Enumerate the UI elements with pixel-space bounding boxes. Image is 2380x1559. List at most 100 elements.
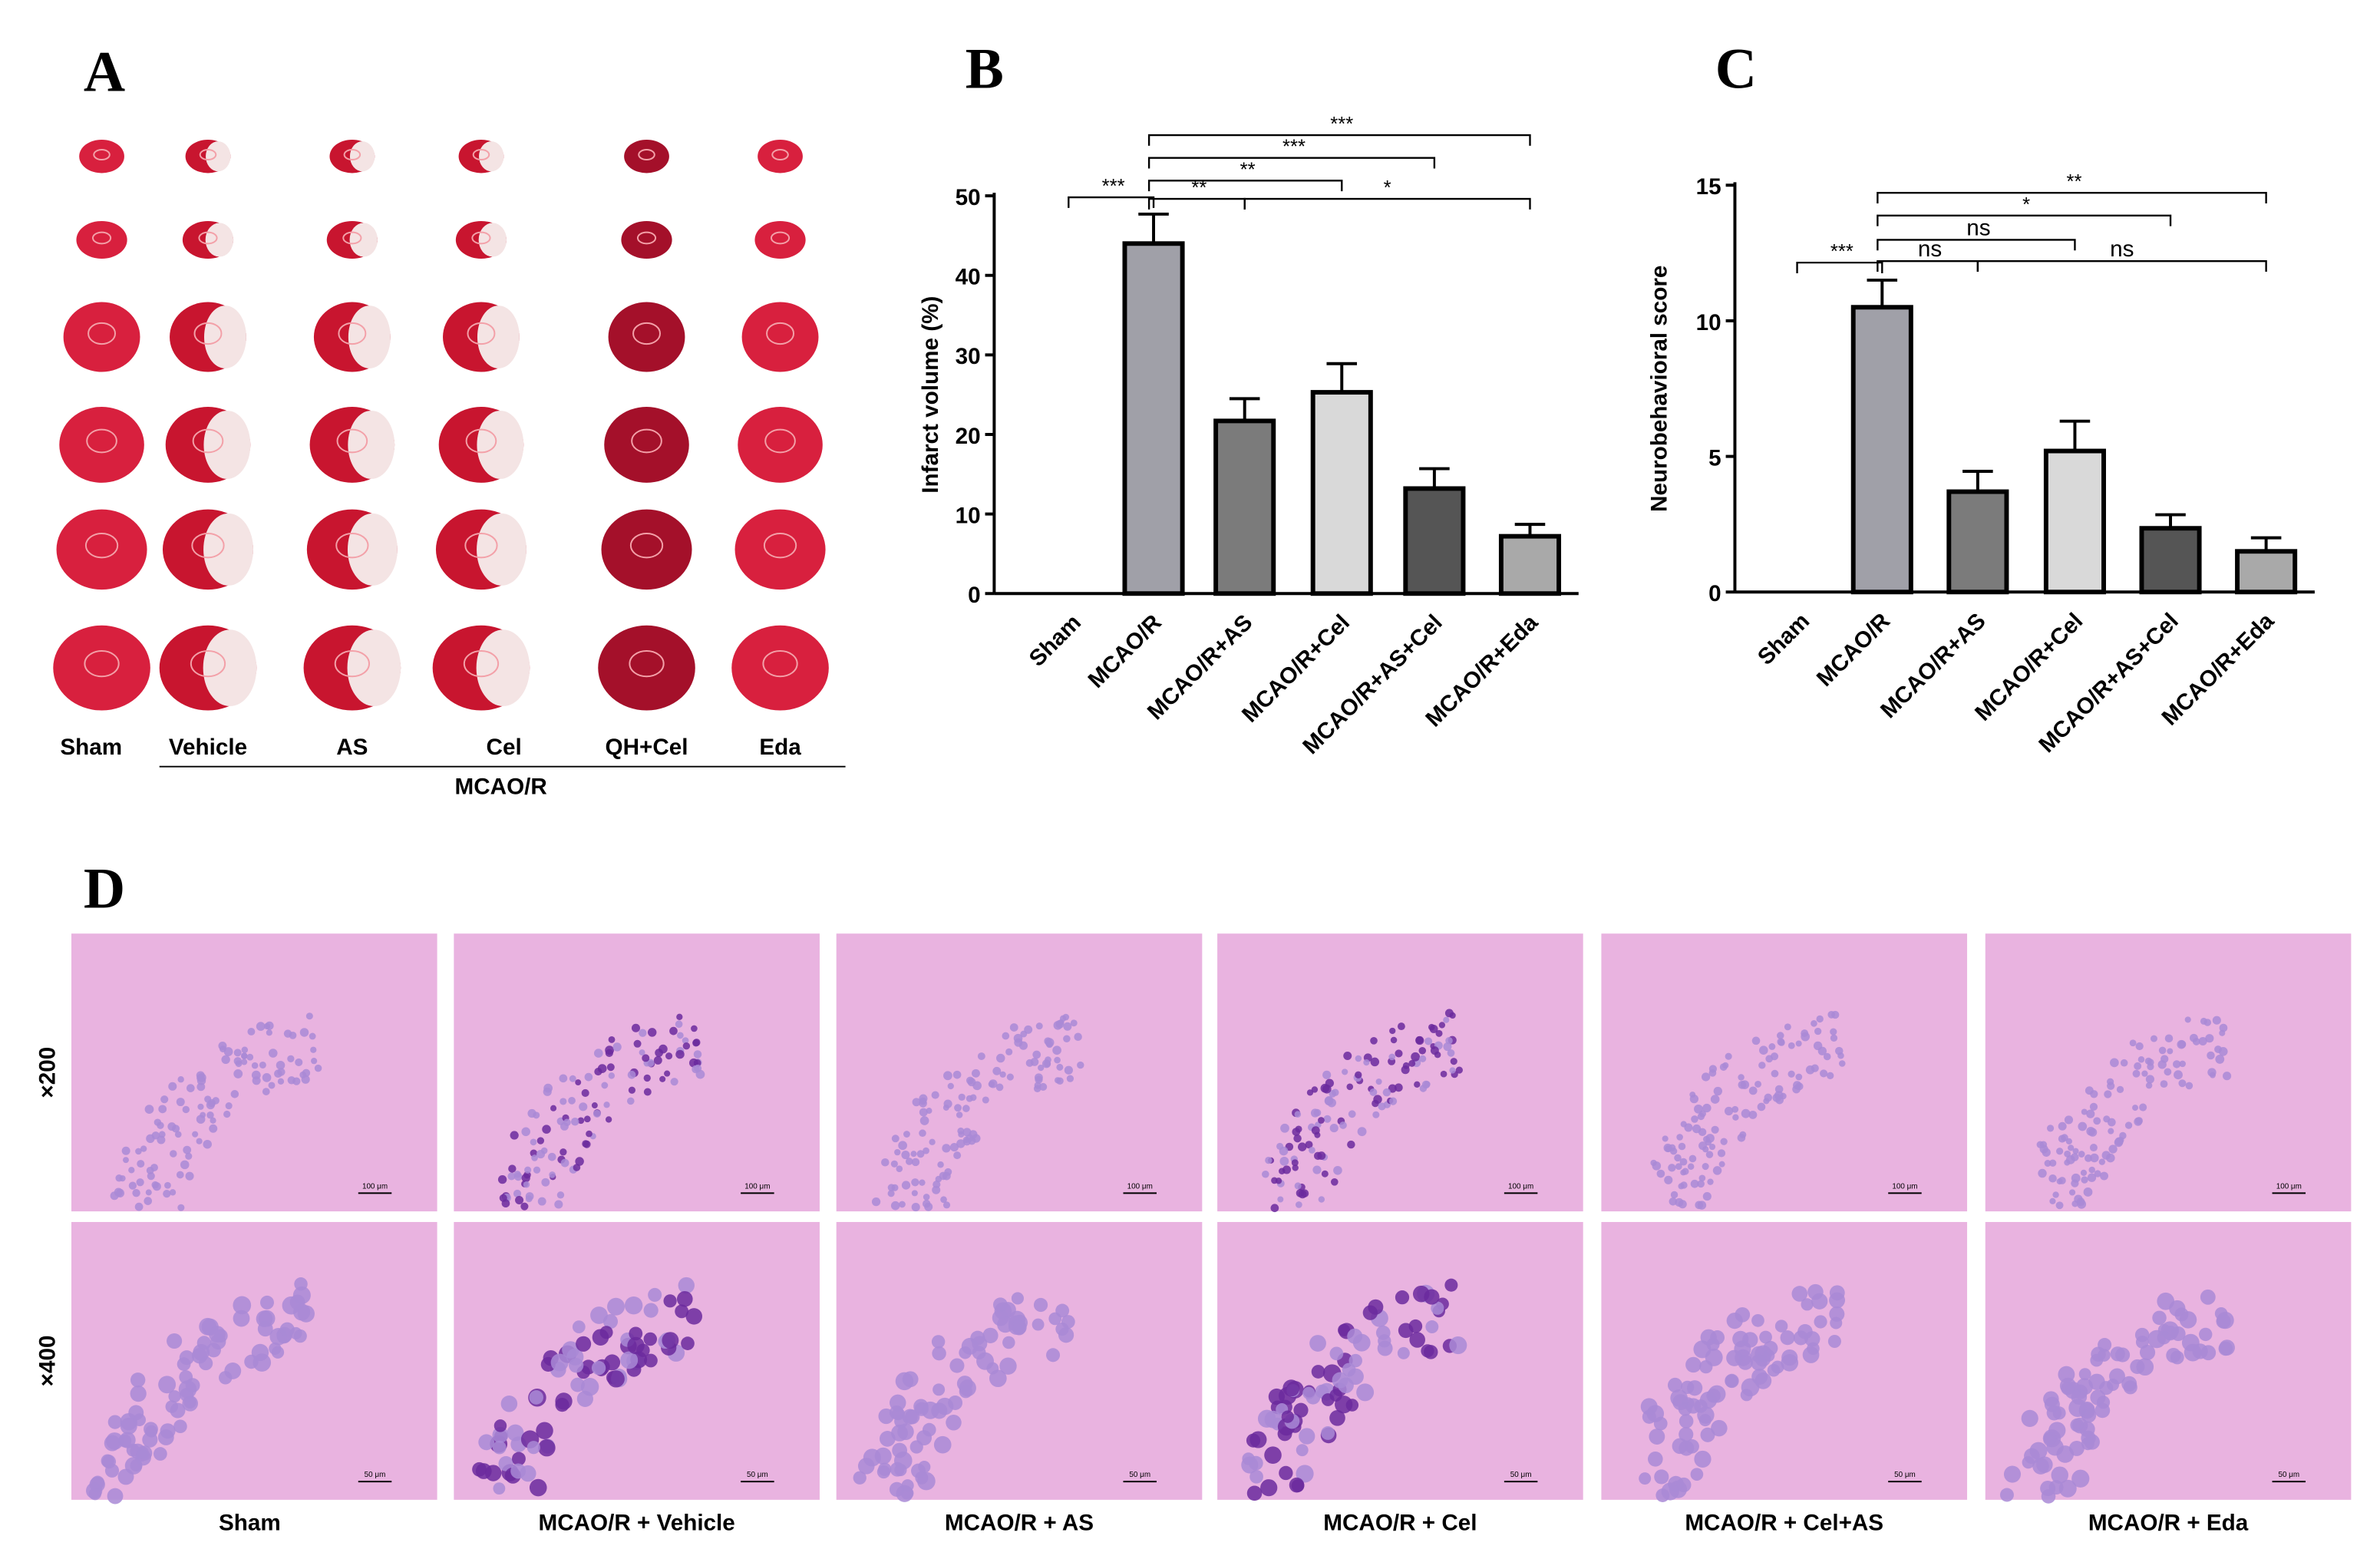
cell [675,1304,689,1319]
scale-bar-label: 50 μm [365,1471,386,1479]
infarct-area [348,306,391,368]
cell [681,1336,695,1350]
cell [1691,1115,1698,1123]
cell [1298,1190,1307,1199]
cell [577,1117,585,1125]
infarct-area [476,629,530,706]
cell [559,1074,568,1083]
cell [1045,1056,1051,1064]
cell [533,1111,540,1119]
cell [1698,1141,1708,1151]
ventricle [631,428,662,454]
cell [573,1164,581,1171]
bar [1122,241,1185,596]
ventricle [770,231,791,245]
cell [972,1081,982,1091]
cell [956,1139,966,1148]
cell [1772,1093,1781,1102]
cell [2080,1169,2088,1176]
cell [1277,1196,1284,1203]
cell [608,1035,616,1043]
cell [628,1086,636,1094]
cell [1352,1333,1371,1352]
cell [1804,1331,1820,1347]
brain-slice [604,406,689,483]
cell [233,1069,243,1078]
cell [492,1440,507,1455]
cell [212,1097,220,1105]
ventricle [86,428,117,454]
cell [591,1360,606,1376]
cell [107,1415,122,1429]
cell [2024,1448,2040,1465]
scale-bar-label: 50 μm [2278,1471,2299,1479]
cell [2124,1121,2133,1129]
cell [2040,1481,2056,1497]
cell [2144,1057,2153,1065]
cell [500,1396,518,1412]
cell [1702,1192,1712,1201]
bar [2043,448,2106,595]
cell [2058,1366,2075,1383]
cell [1814,1027,1822,1035]
cell [946,1415,962,1431]
cell [2049,1197,2056,1204]
cell [581,1088,589,1097]
cell [994,1302,1012,1320]
cell [2199,1327,2213,1342]
y-tick-label: 15 [1696,174,1721,200]
cell [1801,1032,1811,1042]
cell [1656,1169,1665,1178]
cell [995,1053,1005,1063]
cell [493,1482,506,1495]
cell [948,1395,963,1410]
cell [1706,1388,1721,1403]
cell [497,1174,507,1184]
y-tick-label: 10 [1696,310,1721,335]
cell [675,1049,685,1059]
cell [949,1358,965,1373]
cell [523,1181,530,1188]
cell [268,1049,278,1058]
cell [2058,1121,2067,1131]
cell [581,1359,596,1375]
cell [2130,1359,2145,1374]
cell [1450,1058,1457,1065]
cell [957,1127,965,1135]
cell [664,1070,671,1077]
cell [1648,1451,1663,1467]
cell [665,1052,673,1060]
bar [1310,390,1373,596]
cell [1424,1037,1433,1045]
scale-bar-label: 100 μm [1892,1182,1917,1191]
cell [568,1096,576,1105]
cell [911,1203,920,1212]
cell [639,1049,645,1056]
cell [174,1131,182,1138]
cell [1708,1069,1717,1077]
cell [685,1308,703,1325]
cell [1411,1052,1421,1062]
cell [1827,1334,1841,1349]
cell [527,1441,540,1455]
cell [2093,1117,2101,1125]
cell [119,1175,126,1182]
cell [1655,1488,1670,1502]
ventricle [93,149,111,161]
cell [2058,1479,2077,1498]
cell [2134,1327,2150,1343]
cell [1751,1313,1764,1327]
infarct-area [478,223,507,257]
cell [582,1140,589,1148]
y-tick-label: 50 [956,185,981,210]
cell [627,1336,645,1355]
cell [2064,1382,2082,1399]
cell [2185,1082,2193,1090]
cell [1009,1023,1018,1032]
cell [647,1028,657,1037]
cell [1419,1055,1427,1062]
cell [259,1295,274,1310]
cell [1318,1117,1325,1124]
cell [1342,1069,1348,1075]
cell [1013,1033,1023,1043]
